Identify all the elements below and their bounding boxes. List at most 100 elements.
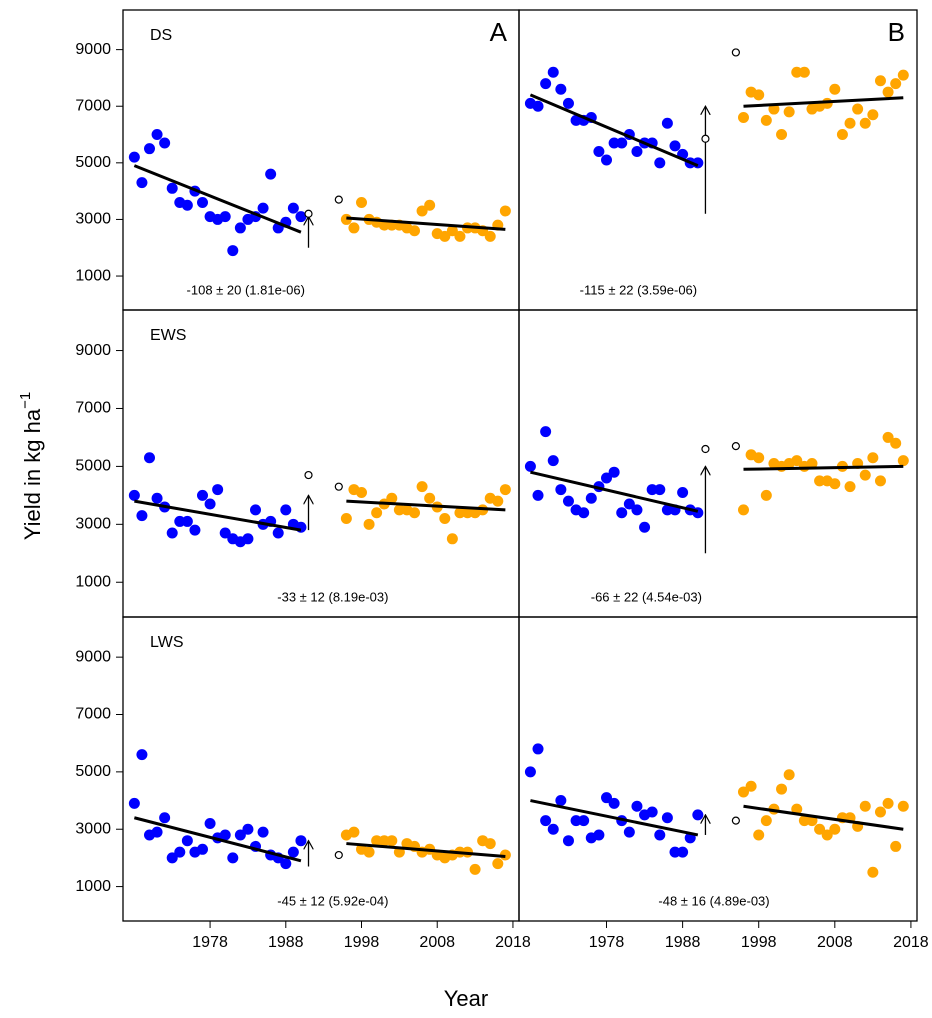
data-point [623, 498, 635, 510]
open-point [304, 209, 313, 218]
data-point [631, 800, 643, 812]
data-point [469, 863, 481, 875]
data-point [128, 797, 140, 809]
annotation: -48 ± 16 (4.89e-03) [658, 893, 769, 908]
data-point [791, 455, 803, 467]
data-point [874, 806, 886, 818]
data-point [532, 489, 544, 501]
data-point [608, 797, 620, 809]
data-point [836, 129, 848, 141]
data-point [562, 495, 574, 507]
data-point [204, 817, 216, 829]
data-point [227, 852, 239, 864]
y-tick-label: 1000 [75, 267, 111, 284]
data-point [416, 205, 428, 217]
data-point [204, 498, 216, 510]
data-point [371, 507, 383, 519]
data-point [882, 797, 894, 809]
y-tick-label: 9000 [75, 342, 111, 359]
y-tick-label: 3000 [75, 211, 111, 228]
y-tick-label: 5000 [75, 458, 111, 475]
data-point [242, 823, 254, 835]
data-point [745, 780, 757, 792]
trend-line [530, 799, 699, 837]
data-point [646, 806, 658, 818]
data-point [753, 89, 765, 101]
data-point [181, 835, 193, 847]
data-point [890, 840, 902, 852]
data-point [859, 800, 871, 812]
data-point [181, 199, 193, 211]
data-point [753, 452, 765, 464]
data-point [798, 66, 810, 78]
data-point [378, 835, 390, 847]
data-point [859, 117, 871, 129]
data-point [371, 835, 383, 847]
data-point [616, 507, 628, 519]
data-point [257, 826, 269, 838]
y-tick-label: 5000 [75, 154, 111, 171]
y-tick-label: 7000 [75, 400, 111, 417]
data-point [646, 484, 658, 496]
data-point [608, 137, 620, 149]
data-point [499, 484, 511, 496]
data-point [631, 146, 643, 158]
data-point [661, 504, 673, 516]
x-tick-label: 1978 [192, 934, 228, 951]
y-axis-label: Yield in kg ha−1 [17, 392, 45, 540]
trend-line [530, 470, 699, 513]
data-point [737, 786, 749, 798]
data-point [136, 177, 148, 189]
data-point [363, 846, 375, 858]
data-point [484, 230, 496, 242]
data-point [654, 829, 666, 841]
data-point [874, 75, 886, 87]
data-point [151, 129, 163, 141]
data-point [174, 846, 186, 858]
trend-line [743, 96, 904, 108]
data-point [166, 527, 178, 539]
data-point [219, 829, 231, 841]
data-point [340, 513, 352, 525]
data-point [356, 486, 368, 498]
data-point [555, 83, 567, 95]
y-tick-label: 9000 [75, 648, 111, 665]
data-point [737, 112, 749, 124]
data-point [227, 245, 239, 257]
trend-line [134, 499, 302, 532]
data-point [654, 157, 666, 169]
panel-frame [122, 9, 520, 311]
data-point [166, 182, 178, 194]
data-point [593, 829, 605, 841]
data-point [669, 846, 681, 858]
data-point [439, 513, 451, 525]
annotation: -33 ± 12 (8.19e-03) [277, 589, 388, 604]
data-point [257, 202, 269, 214]
data-point [623, 826, 635, 838]
row-label: DS [150, 27, 172, 44]
data-point [585, 492, 597, 504]
data-point [144, 452, 156, 464]
data-point [287, 202, 299, 214]
data-point [136, 749, 148, 761]
data-point [212, 484, 224, 496]
data-point [890, 437, 902, 449]
trend-line [133, 816, 302, 863]
data-point [867, 109, 879, 121]
trend-line [346, 842, 506, 858]
x-tick-label: 2018 [495, 934, 531, 951]
data-point [783, 769, 795, 781]
open-point [334, 850, 343, 860]
open-point [701, 444, 710, 454]
trend-line [743, 804, 904, 831]
data-point [654, 484, 666, 496]
data-point [409, 225, 421, 237]
data-point [608, 466, 620, 478]
data-point [151, 492, 163, 504]
data-point [197, 489, 209, 501]
x-tick-label: 1988 [665, 934, 701, 951]
data-point [540, 815, 552, 827]
data-point [159, 137, 171, 149]
annotation: -45 ± 12 (5.92e-04) [277, 893, 388, 908]
trend-line [346, 216, 506, 231]
